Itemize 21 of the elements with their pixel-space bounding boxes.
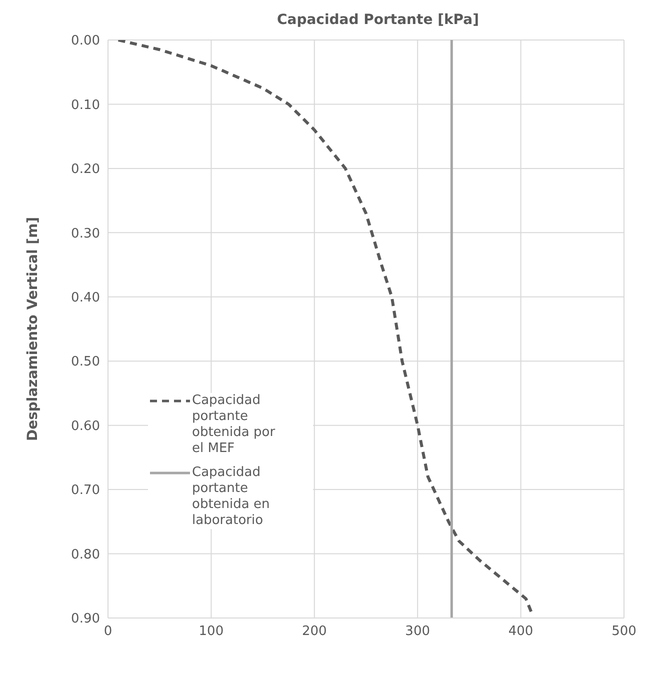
legend-label: Capacidad portante obtenida por el MEF bbox=[192, 393, 276, 457]
y-tick-label: 0.20 bbox=[71, 162, 100, 178]
y-tick-label: 0.00 bbox=[71, 34, 100, 49]
y-tick-label: 0.70 bbox=[71, 483, 100, 498]
y-tick-label: 0.30 bbox=[71, 226, 100, 242]
y-axis-title: Desplazamiento Vertical [m] bbox=[24, 216, 41, 442]
x-tick-label: 0 bbox=[104, 624, 112, 640]
legend-label: Capacidad portante obtenida en laboratorio bbox=[192, 465, 271, 529]
y-tick-label: 0.50 bbox=[71, 354, 100, 370]
x-tick-label: 400 bbox=[508, 624, 534, 640]
y-tick-label: 0.10 bbox=[71, 98, 100, 113]
x-tick-label: 100 bbox=[198, 624, 224, 640]
x-tick-label: 500 bbox=[612, 624, 636, 640]
y-tick-label: 0.90 bbox=[71, 612, 100, 627]
chart-title: Capacidad Portante [kPa] bbox=[276, 11, 480, 28]
y-tick-label: 0.80 bbox=[71, 547, 100, 562]
x-tick-label: 200 bbox=[302, 624, 327, 640]
y-tick-label: 0.60 bbox=[71, 418, 100, 434]
line-series bbox=[116, 40, 533, 614]
y-tick-label: 0.40 bbox=[71, 290, 100, 306]
x-tick-label: 300 bbox=[405, 624, 430, 640]
